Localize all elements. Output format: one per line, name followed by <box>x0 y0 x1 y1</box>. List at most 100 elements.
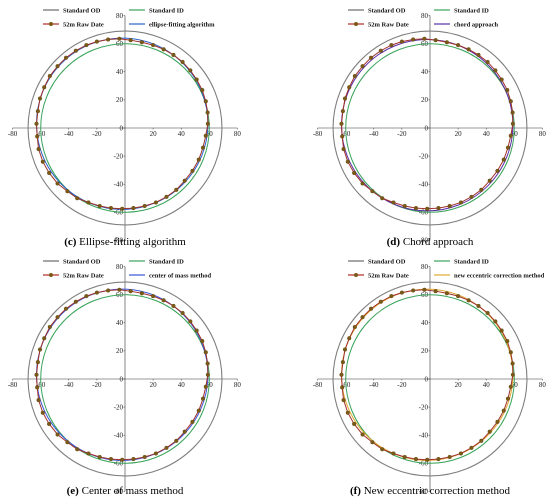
raw-data-point <box>340 109 345 114</box>
chart-panel-1: -80 -60 -40 -20 20 40 60 80806040200-20-40-60-8… <box>313 7 546 248</box>
x-tick-label: 40 <box>483 130 491 138</box>
panel-caption: (e) Center of mass method <box>67 485 184 497</box>
y-tick-label: -60 <box>419 460 429 468</box>
raw-data-point <box>458 200 463 205</box>
caption-letter: (d) <box>387 236 401 248</box>
raw-data-point <box>510 361 515 366</box>
standard-id-circle <box>345 43 515 213</box>
raw-data-point <box>205 121 210 126</box>
raw-data-point <box>196 157 201 162</box>
raw-data-point <box>341 398 346 403</box>
raw-data-point <box>40 159 45 164</box>
x-tick-label: 20 <box>150 381 158 389</box>
raw-data-line <box>340 38 514 210</box>
raw-data-point <box>399 39 404 44</box>
raw-data-point <box>485 310 490 316</box>
raw-data-point <box>389 43 394 48</box>
y-tick-label: -80 <box>419 488 429 496</box>
legend-label: Standard OD <box>368 7 406 14</box>
legend-label: Standard OD <box>63 258 101 265</box>
raw-data-point <box>35 134 40 139</box>
raw-data-line <box>340 289 514 461</box>
raw-data-point <box>97 454 102 460</box>
legend-marker <box>354 273 358 277</box>
raw-data-point <box>200 88 205 93</box>
y-tick-label: 0 <box>425 375 429 383</box>
legend-label: Standard ID <box>454 258 489 265</box>
raw-data-point <box>352 170 357 176</box>
legend-standard-id: Standard ID <box>434 7 489 14</box>
raw-data-point <box>501 408 506 413</box>
raw-data-point <box>368 55 374 60</box>
raw-data-point <box>399 290 404 295</box>
x-tick-label: -80 <box>8 381 18 389</box>
raw-data-point <box>466 47 471 52</box>
legend-fit-method: new eccentric correction method <box>434 272 545 279</box>
raw-data-point <box>505 396 511 401</box>
legend-standard-id: Standard ID <box>434 258 489 265</box>
raw-data-point <box>63 306 69 311</box>
y-tick-label: 0 <box>120 124 124 132</box>
raw-data-point <box>63 55 69 60</box>
raw-data-point <box>458 451 463 456</box>
raw-data-point <box>84 294 89 299</box>
raw-data-point <box>391 200 396 205</box>
legend-label: new eccentric correction method <box>454 272 545 279</box>
raw-data-point <box>151 43 156 48</box>
raw-data-point <box>190 419 195 424</box>
raw-data-point <box>117 287 122 292</box>
raw-data-point <box>47 324 52 330</box>
x-tick-label: 40 <box>178 130 186 138</box>
raw-data-point <box>360 64 365 69</box>
raw-data-point <box>131 457 136 462</box>
raw-data-point <box>75 447 80 452</box>
raw-data-point <box>42 336 47 341</box>
raw-data-point <box>171 303 176 308</box>
y-tick-label: 40 <box>116 319 124 327</box>
caption-text: Center of mass method <box>79 485 184 497</box>
raw-data-point <box>339 121 344 126</box>
y-tick-label: -40 <box>419 432 429 440</box>
raw-data-point <box>360 181 365 186</box>
legend-fit-method: center of mass method <box>129 272 212 279</box>
legend-standard-id: Standard ID <box>129 258 184 265</box>
legend-label: 52m Raw Date <box>368 272 409 279</box>
raw-data-point <box>447 203 452 209</box>
raw-data-point <box>466 298 471 303</box>
y-tick-label: -40 <box>114 432 124 440</box>
raw-data-point <box>35 385 40 390</box>
raw-data-point <box>120 457 125 462</box>
raw-data-point <box>188 319 193 324</box>
raw-data-point <box>444 40 449 45</box>
y-tick-label: -40 <box>114 181 124 189</box>
legend-fit-method: ellipse-fitting algorithm <box>129 21 215 28</box>
raw-data-point <box>139 40 144 45</box>
raw-data-point <box>203 350 208 355</box>
panel-caption: (f) New eccentric correction method <box>350 485 511 497</box>
raw-data-point <box>422 287 427 292</box>
y-tick-label: -80 <box>114 488 124 496</box>
raw-data-point <box>370 440 375 445</box>
legend-label: center of mass method <box>149 272 212 279</box>
raw-data-point <box>485 59 490 65</box>
raw-data-point <box>487 178 492 183</box>
raw-data-point <box>479 187 484 192</box>
raw-data-point <box>55 315 60 320</box>
raw-data-point <box>37 96 43 101</box>
raw-data-point <box>425 457 430 462</box>
raw-data-point <box>40 410 45 415</box>
legend-raw-data: 52m Raw Date <box>43 272 104 279</box>
y-tick-label: 40 <box>116 68 124 76</box>
raw-data-point <box>205 110 210 115</box>
raw-data-point <box>479 438 484 443</box>
raw-data-point <box>84 43 89 48</box>
standard-od-circle <box>27 30 223 226</box>
raw-data-point <box>86 200 91 205</box>
x-tick-label: -40 <box>64 381 74 389</box>
y-tick-label: -20 <box>419 152 429 160</box>
x-tick-label: 40 <box>178 381 186 389</box>
legend-label: 52m Raw Date <box>63 21 104 28</box>
legend-label: Standard OD <box>368 258 406 265</box>
y-tick-label: 80 <box>421 263 429 271</box>
raw-data-point <box>342 347 348 352</box>
